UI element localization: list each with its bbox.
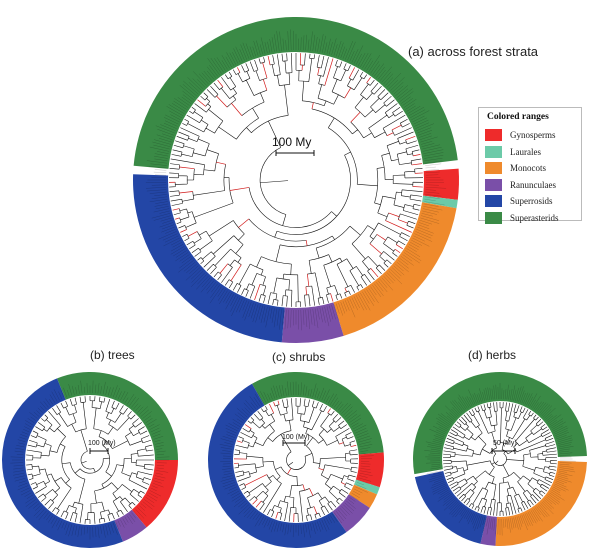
highlight-branches: [169, 53, 423, 302]
legend-swatch: [485, 162, 502, 175]
panel-c-scale-label: 100 (My): [282, 434, 310, 441]
panel-c-title: (c) shrubs: [272, 350, 326, 364]
clade-sector-monocots: [348, 484, 378, 508]
legend-title: Colored ranges: [487, 112, 549, 122]
panel-b-scale-label: 100 (My): [88, 440, 116, 447]
clade-sector-ranunculaes: [332, 494, 370, 533]
panel-d-title: (d) herbs: [468, 348, 517, 362]
clade-sector-gynosperms: [423, 168, 459, 200]
tree-branches: [234, 398, 358, 522]
clade-sector-superasterids: [57, 372, 178, 460]
panel-d-scale-label: 50 (My): [493, 440, 517, 447]
clade-sector-ranunculaes: [480, 515, 497, 546]
legend-swatch: [485, 195, 502, 208]
tip-labels: [10, 380, 170, 540]
legend-item-superrosids: Superrosids: [485, 193, 575, 210]
clade-sector-superrosids: [1, 378, 123, 548]
clade-sector-superrosids: [207, 383, 347, 549]
legend-label: Superasterids: [510, 212, 559, 223]
clade-sector-superasterids: [252, 371, 384, 455]
legend-item-monocots: Monocots: [485, 160, 575, 177]
legend-label: Laurales: [510, 146, 541, 157]
legend-item-gynosperms: Gynosperms: [485, 127, 575, 144]
tree-branches: [26, 396, 154, 524]
tree-branches: [443, 402, 557, 516]
clade-sector-laurales: [422, 195, 458, 209]
tip-labels: [145, 29, 447, 331]
clade-sector-ranunculaes: [281, 302, 344, 343]
legend-label: Ranunculaes: [510, 179, 556, 190]
panel-a-title: (a) across forest strata: [408, 44, 539, 59]
legend-item-laurales: Laurales: [485, 144, 575, 161]
legend-label: Monocots: [510, 163, 546, 174]
tip-labels: [424, 382, 576, 536]
clade-sector-superrosids: [414, 471, 487, 544]
panel-b-title: (b) trees: [90, 348, 135, 362]
panel-a-scale-label: 100 My: [272, 135, 312, 149]
colored-ranges-legend: Colored ranges Gynosperms Laurales Monoc…: [478, 107, 582, 224]
tree-branches: [169, 53, 423, 307]
clade-sector-monocots: [333, 202, 457, 336]
legend-swatch: [485, 211, 502, 224]
legend-swatch: [485, 178, 502, 191]
tip-labels: [219, 381, 374, 538]
clade-sector-gynosperms: [131, 460, 178, 528]
legend-item-superasterids: Superasterids: [485, 210, 575, 227]
legend-item-ranunculaes: Ranunculaes: [485, 177, 575, 194]
clade-sector-monocots: [495, 461, 587, 547]
clade-sector-superasterids: [413, 372, 587, 475]
clade-sector-gynosperms: [355, 452, 385, 488]
legend-label: Gynosperms: [510, 130, 556, 141]
legend-swatch: [485, 129, 502, 142]
clade-sector-superrosids: [133, 174, 285, 343]
highlight-branches: [234, 400, 357, 522]
clade-sector-ranunculaes: [114, 509, 147, 542]
clade-sector-laurales: [353, 479, 380, 495]
clade-sector-superasterids: [133, 16, 458, 169]
legend-label: Superrosids: [510, 196, 553, 207]
legend-swatch: [485, 145, 502, 158]
